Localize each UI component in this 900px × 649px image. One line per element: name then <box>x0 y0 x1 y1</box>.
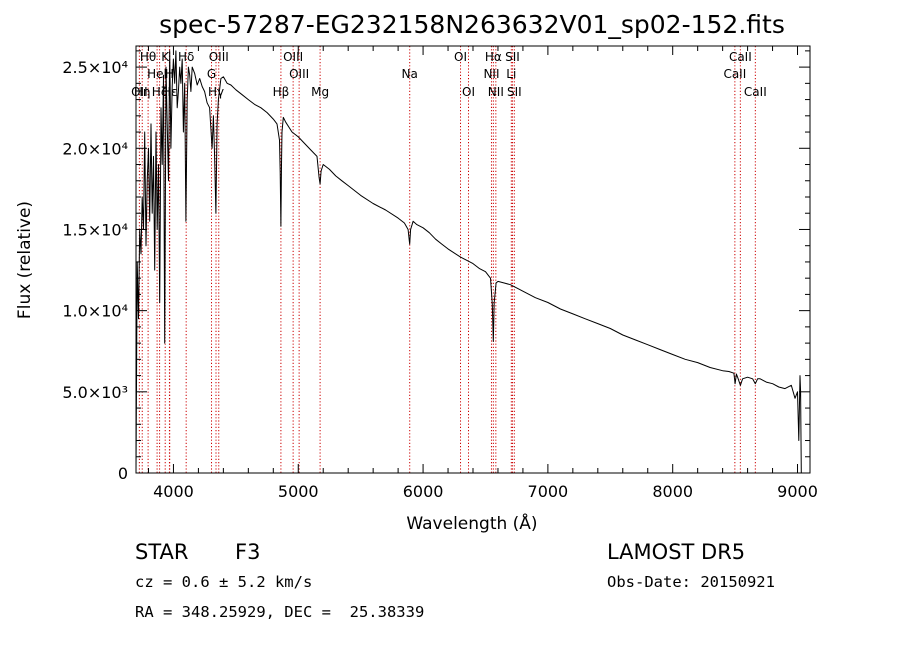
x-tick-label: 5000 <box>278 482 319 501</box>
line-marker-label: K <box>161 50 170 64</box>
line-marker-label: CaII <box>729 50 752 64</box>
plot-frame <box>135 45 811 474</box>
line-marker-label: Mg <box>311 85 329 99</box>
chart-title: spec-57287-EG232158N263632V01_sp02-152.f… <box>159 10 785 39</box>
line-marker-label: Hα <box>485 50 502 64</box>
y-axis-label: Flux (relative) <box>15 201 35 319</box>
line-marker-label: Na <box>402 67 418 81</box>
y-tick-label: 1.0×10⁴ <box>62 302 128 321</box>
line-marker-label: CaII <box>744 85 767 99</box>
line-marker-label: Li <box>506 67 516 81</box>
obs-date: Obs-Date: 20150921 <box>607 573 775 591</box>
line-marker-label: Hδ <box>178 50 194 64</box>
line-marker-label: CaII <box>723 67 746 81</box>
line-marker-label: OIII <box>209 50 229 64</box>
y-axis: 0 5.0×10³ 1.0×10⁴ 1.5×10⁴ 2.0×10⁴ 2.5×10⁴ <box>62 50 810 483</box>
x-tick-label: 7000 <box>528 482 569 501</box>
x-tick-label: 9000 <box>777 482 818 501</box>
survey-name: LAMOST DR5 <box>607 540 746 564</box>
object-subclass: F3 <box>235 540 261 564</box>
y-tick-label: 0 <box>118 464 128 483</box>
coordinates: RA = 348.25929, DEC = 25.38339 <box>135 603 425 621</box>
object-class: STAR <box>135 540 189 564</box>
y-tick-label: 5.0×10³ <box>62 383 128 402</box>
x-tick-label: 4000 <box>153 482 194 501</box>
y-tick-label: 2.0×10⁴ <box>62 139 128 158</box>
line-marker-label: SII <box>507 85 522 99</box>
line-marker-label: NII <box>488 85 504 99</box>
spectrum-line <box>135 50 802 474</box>
x-tick-label: 8000 <box>652 482 693 501</box>
line-marker-label: G <box>207 67 216 81</box>
x-axis-label: Wavelength (Å) <box>406 512 537 534</box>
line-marker-labels: OIIHηHθHeIHζKHHεHδGHγOIIIHβOIIIOIIIMgNaO… <box>131 50 767 99</box>
line-marker-label: OI <box>454 50 467 64</box>
line-marker-label: NII <box>483 67 499 81</box>
line-marker-label: OIII <box>283 50 303 64</box>
line-marker-label: OIII <box>289 67 309 81</box>
line-marker-label: SII <box>505 50 520 64</box>
line-marker-label: Hβ <box>273 85 290 99</box>
line-marker-label: HeI <box>147 67 167 81</box>
redshift-text: cz = 0.6 ± 5.2 km/s <box>135 573 313 591</box>
y-tick-label: 2.5×10⁴ <box>62 58 128 77</box>
line-marker-label: OII <box>131 85 148 99</box>
line-markers <box>138 46 756 473</box>
line-marker-label: Hθ <box>140 50 156 64</box>
line-marker-label: Hη <box>134 85 151 99</box>
line-marker-label: Hγ <box>208 85 224 99</box>
line-marker-label: OI <box>462 85 475 99</box>
x-tick-label: 6000 <box>403 482 444 501</box>
y-tick-label: 1.5×10⁴ <box>62 220 128 239</box>
x-axis: 4000 5000 6000 7000 8000 9000 <box>147 46 818 501</box>
